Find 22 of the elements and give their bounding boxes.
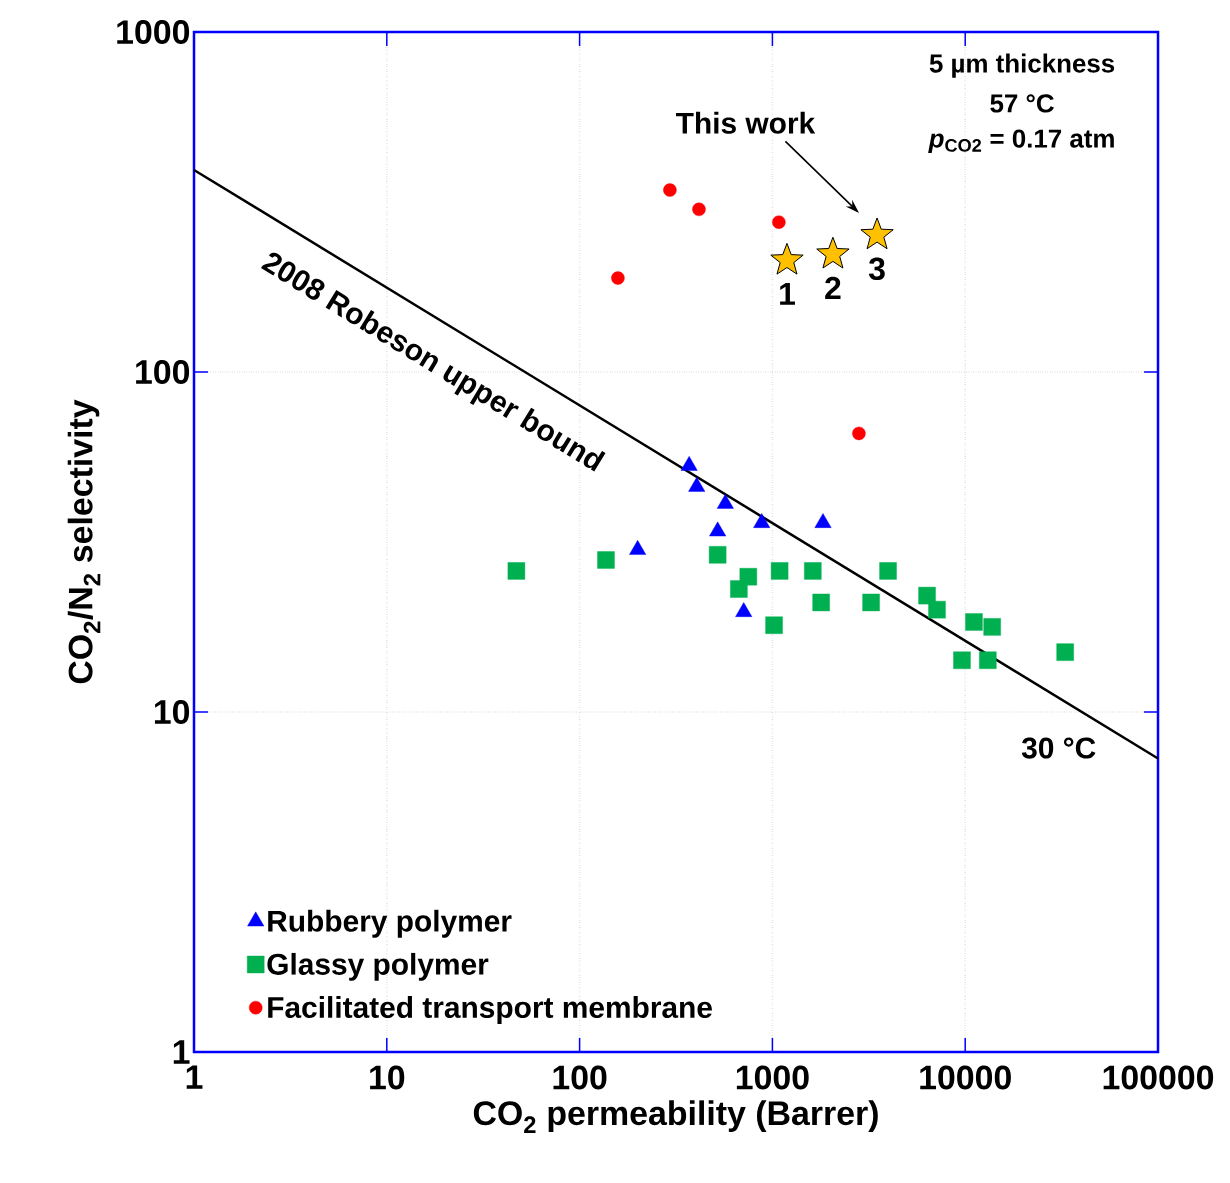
annotation: 2 (825, 276, 841, 300)
y-tick-label: 10 (154, 700, 190, 724)
x-tick-label: 10 (370, 1065, 405, 1090)
annotation: 1 (780, 282, 795, 305)
x-tick-label: 100000 (1103, 1065, 1214, 1090)
legend-label: Facilitated transport membrane (268, 996, 712, 1024)
y-tick-label: 1000 (117, 20, 190, 45)
y-tick-label: 100 (136, 360, 190, 385)
legend-label: Rubbery polymer (268, 909, 512, 938)
x-tick-label: 10000 (920, 1065, 1011, 1090)
legend-label: Glassy polymer (267, 952, 489, 981)
y-tick-label: 1 (173, 1040, 190, 1064)
x-tick-label: 100 (553, 1065, 607, 1090)
annotation: p$_{CO2}$ = 0.17 atm (928, 129, 1114, 153)
y-axis-title: CO$_{2}$/N$_{2}$ selectivity (67, 399, 101, 684)
annotation: This work (676, 111, 816, 134)
annotation: 5 µm thickness (929, 53, 1115, 78)
x-tick-label: 1000 (736, 1065, 809, 1090)
annotation: 57 °C (990, 94, 1054, 113)
annotation: 30 °C (1021, 737, 1096, 759)
annotation: 3 (868, 257, 885, 281)
x-axis-title: CO$_{2}$ permeability (Barrer) (473, 1100, 878, 1133)
